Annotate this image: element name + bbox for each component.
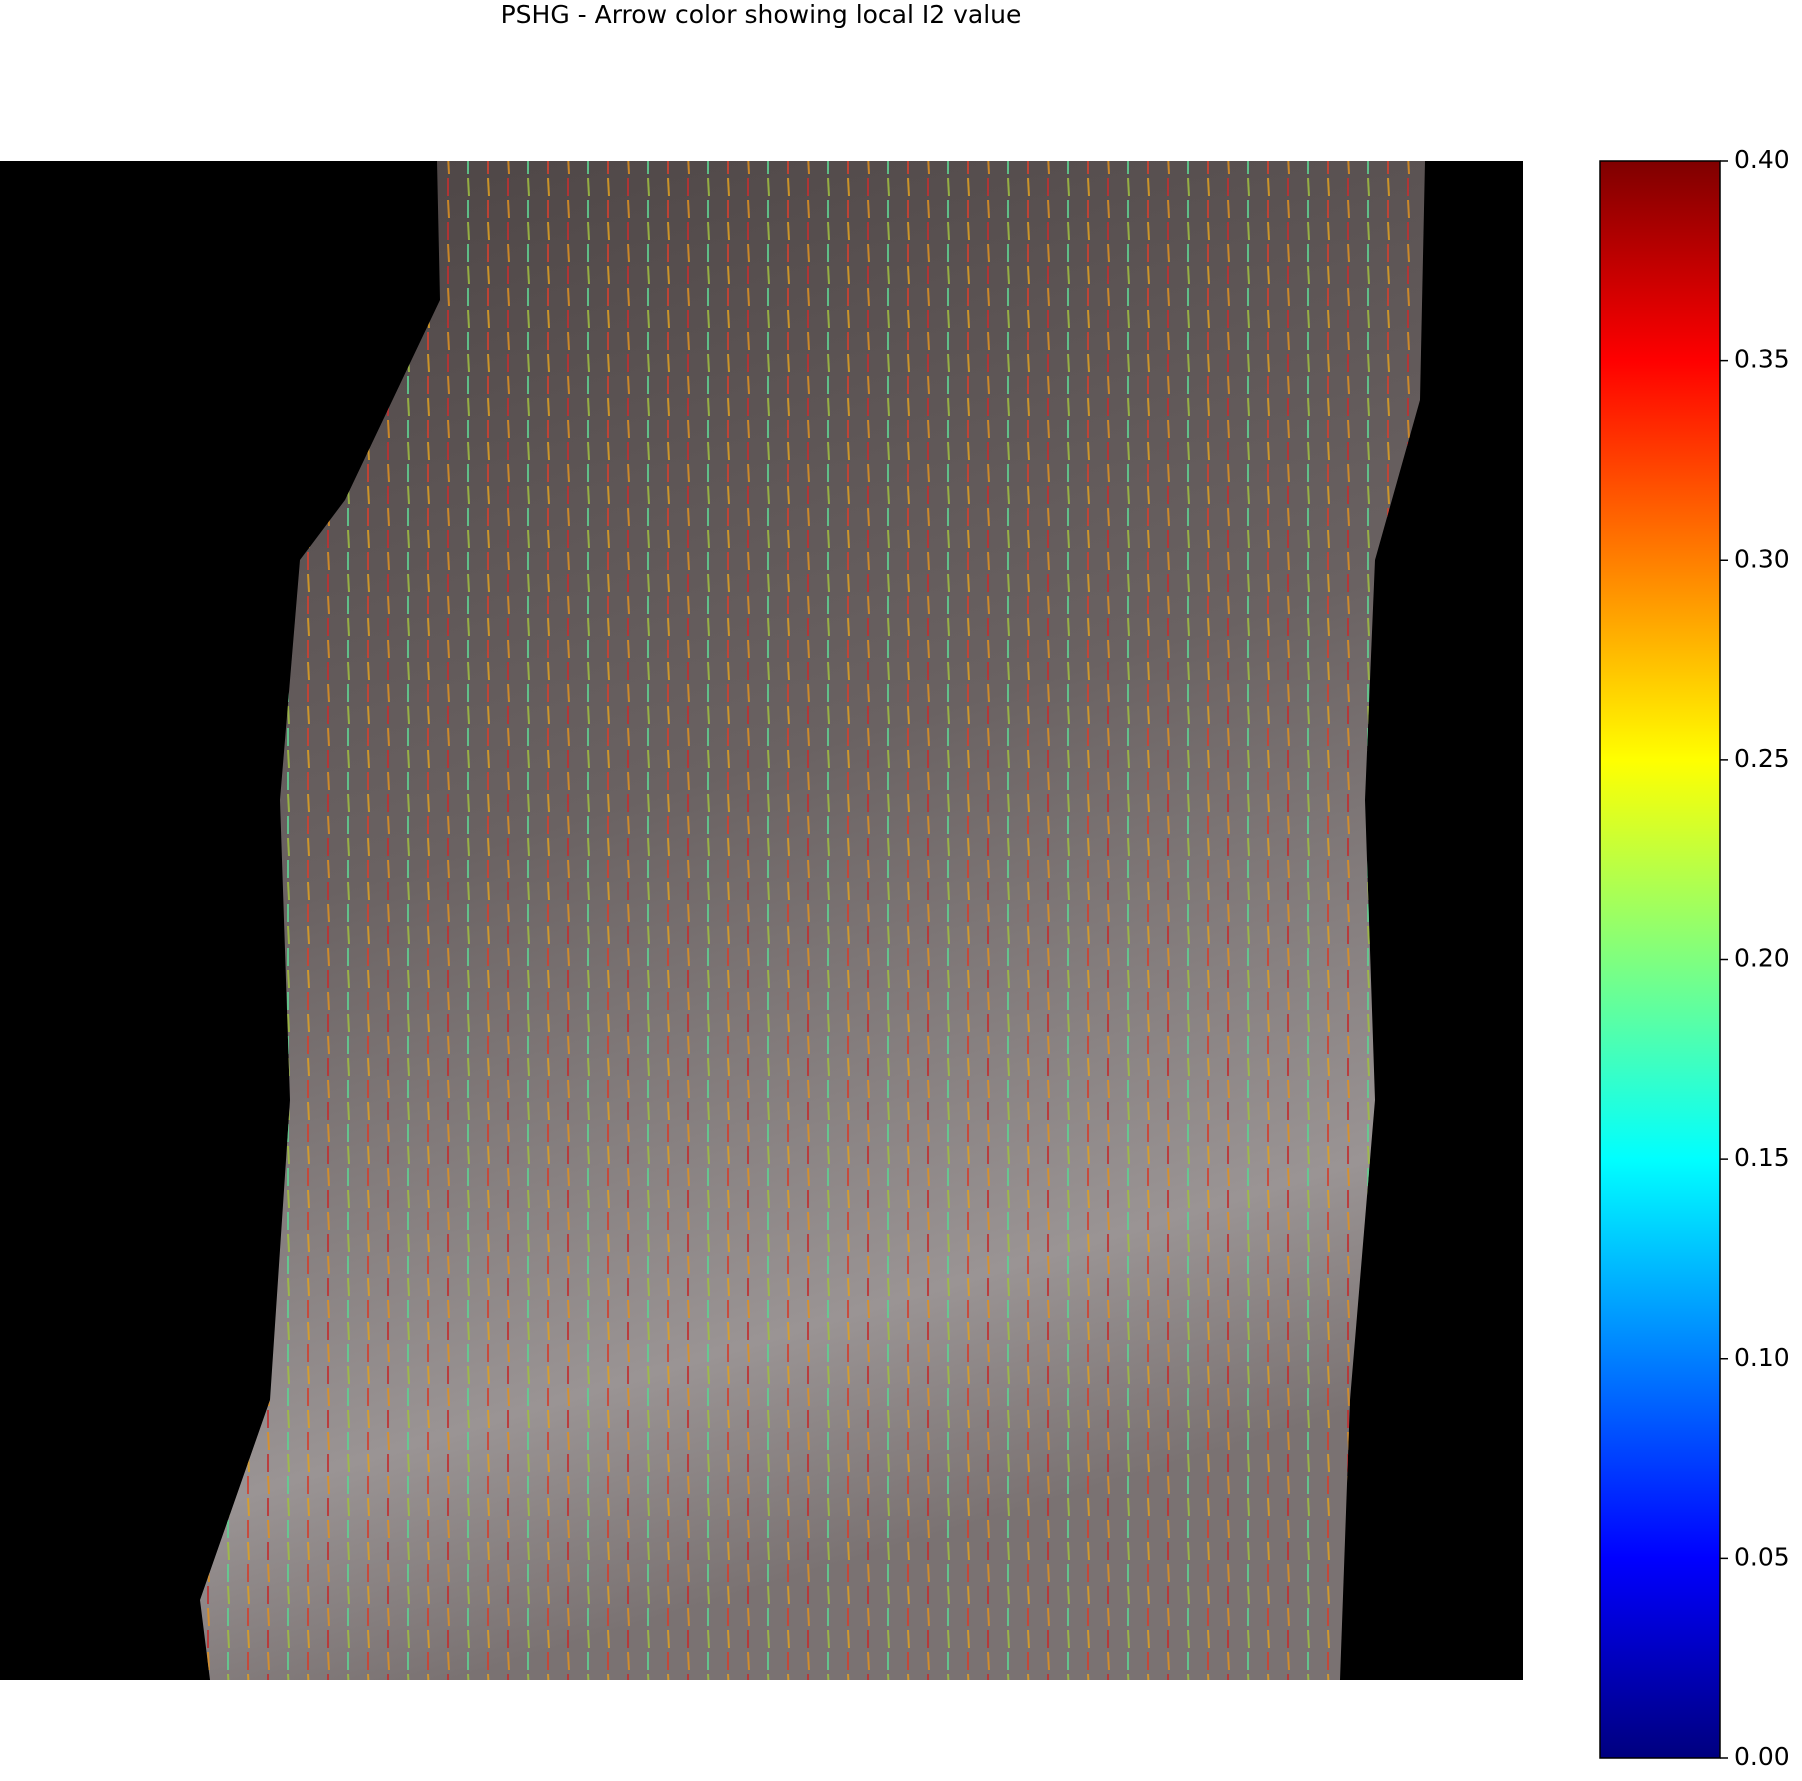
- image-tissue: [200, 161, 1425, 1680]
- chart-title: PSHG - Arrow color showing local I2 valu…: [501, 0, 1022, 29]
- colorbar-tick-label: 0.35: [1734, 345, 1790, 374]
- colorbar-tick-label: 0.40: [1734, 145, 1790, 174]
- colorbar-tick-label: 0.25: [1734, 744, 1790, 773]
- colorbar-tick-label: 0.00: [1734, 1742, 1790, 1771]
- colorbar-tick-label: 0.30: [1734, 544, 1790, 573]
- colorbar-tick-label: 0.05: [1734, 1542, 1790, 1571]
- colorbar: [1599, 160, 1721, 1759]
- colorbar-tick-label: 0.20: [1734, 944, 1790, 973]
- colorbar-tick-label: 0.15: [1734, 1143, 1790, 1172]
- colorbar-tick-label: 0.10: [1734, 1343, 1790, 1372]
